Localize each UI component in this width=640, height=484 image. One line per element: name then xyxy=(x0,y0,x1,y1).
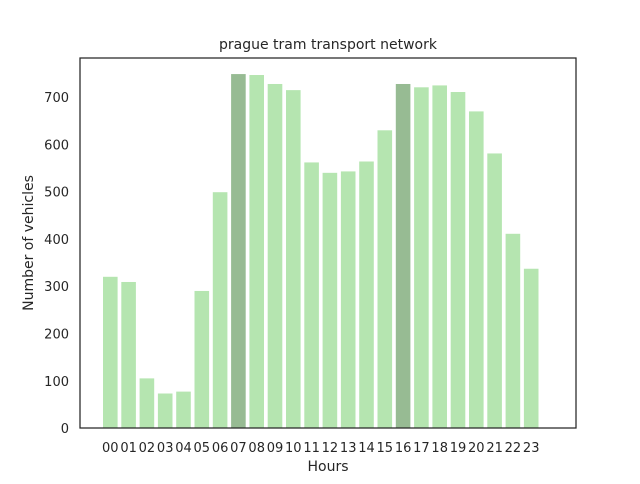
x-tick-label-13: 13 xyxy=(340,441,357,456)
x-tick-label-18: 18 xyxy=(431,441,448,456)
bar-23 xyxy=(523,268,539,428)
x-tick-label-15: 15 xyxy=(377,441,394,456)
x-tick-label-08: 08 xyxy=(248,441,265,456)
x-tick-label-07: 07 xyxy=(230,441,247,456)
bars-layer xyxy=(103,74,539,429)
x-tick-label-06: 06 xyxy=(212,441,229,456)
x-tick-label-00: 00 xyxy=(102,441,119,456)
x-tick-label-09: 09 xyxy=(267,441,284,456)
x-tick-label-02: 02 xyxy=(139,441,156,456)
bar-12 xyxy=(322,172,338,428)
bar-08 xyxy=(249,75,264,428)
x-tick-label-14: 14 xyxy=(358,441,375,456)
y-tick-label-400: 400 xyxy=(44,233,69,248)
x-tick-label-20: 20 xyxy=(468,441,485,456)
x-tick-label-19: 19 xyxy=(450,441,467,456)
bar-05 xyxy=(194,290,210,428)
x-tick-label-16: 16 xyxy=(395,441,412,456)
bar-13 xyxy=(340,171,356,428)
x-tick-labels: 00 01 02 03 04 05 06 07 08 09 10 11 12 13 14 15 16 17 18 19… xyxy=(102,441,539,456)
bar-21 xyxy=(487,153,502,428)
y-tick-label-700: 700 xyxy=(44,91,69,106)
bar-01 xyxy=(121,281,136,428)
bar-03 xyxy=(157,393,173,428)
x-tick-label-21: 21 xyxy=(486,441,503,456)
x-tick-label-23: 23 xyxy=(523,441,540,456)
bar-11 xyxy=(304,162,319,428)
bar-20 xyxy=(469,111,484,429)
x-tick-label-10: 10 xyxy=(285,441,302,456)
bar-18 xyxy=(432,85,447,428)
x-tick-label-04: 04 xyxy=(175,441,192,456)
x-tick-label-12: 12 xyxy=(322,441,339,456)
chart-title: prague tram transport network xyxy=(219,37,438,53)
bar-19 xyxy=(450,92,466,429)
axes-frame xyxy=(79,57,577,429)
bar-15 xyxy=(377,130,393,429)
y-tick-label-0: 0 xyxy=(61,422,69,437)
bar-16 xyxy=(395,83,411,429)
x-tick-label-17: 17 xyxy=(413,441,430,456)
bar-07 xyxy=(231,74,246,428)
bar-22 xyxy=(505,233,521,428)
bar-17 xyxy=(414,87,429,429)
y-tick-labels: 0 100 200 300 400 500 600 700 xyxy=(44,91,69,437)
y-tick-label-600: 600 xyxy=(44,138,69,153)
y-tick-label-500: 500 xyxy=(44,186,69,201)
y-tick-label-100: 100 xyxy=(44,375,69,390)
bar-14 xyxy=(359,161,374,429)
y-axis-label: Number of vehicles xyxy=(21,175,37,311)
x-axis-label: Hours xyxy=(307,459,348,475)
x-tick-label-01: 01 xyxy=(120,441,137,456)
bar-04 xyxy=(176,391,191,428)
bar-06 xyxy=(212,192,228,428)
x-tick-label-11: 11 xyxy=(303,441,320,456)
y-tick-label-300: 300 xyxy=(44,280,69,295)
x-tick-label-22: 22 xyxy=(505,441,522,456)
y-tick-label-200: 200 xyxy=(44,327,69,342)
x-tick-label-03: 03 xyxy=(157,441,174,456)
bar-09 xyxy=(267,83,283,429)
bar-02 xyxy=(139,378,155,428)
x-tick-label-05: 05 xyxy=(194,441,211,456)
bar-00 xyxy=(103,276,118,428)
bar-10 xyxy=(286,90,301,428)
